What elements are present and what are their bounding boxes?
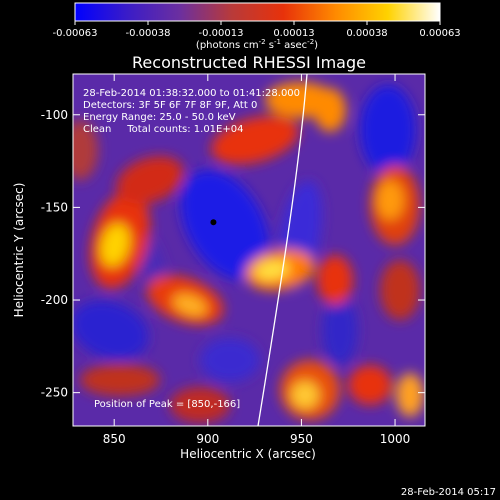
colorbar-gradient [74,2,441,22]
peak-position-label: Position of Peak = [850,-166] [94,399,240,410]
x-tick-label: 950 [290,432,313,446]
heatmap-blob [317,255,353,305]
plot-frame [72,73,426,427]
y-axis: -250 -200 -150 -100 [41,108,425,400]
heatmap-image [73,82,424,423]
x-tick-label: 900 [196,432,219,446]
colorbar-tick-label: -0.00038 [126,28,171,39]
y-tick-label: -200 [41,293,68,307]
heatmap-blob [180,169,270,281]
heatmap-blob [80,364,160,396]
heatmap-blob [314,88,346,132]
annotation-detectors: Detectors: 3F 5F 6F 7F 8F 9F, Att 0 [83,100,257,111]
heatmap-blob [396,373,424,417]
heatmap-blob [376,180,404,220]
heatmap-blob [380,260,420,320]
annotation-time: 28-Feb-2014 01:38:32.000 to 01:41:28.000 [83,88,300,99]
heatmap-blob [172,293,208,317]
y-tick-label: -150 [41,200,68,214]
heatmap-blob [73,300,149,360]
footer-timestamp: 28-Feb-2014 05:17 [401,487,496,498]
x-tick-label: 850 [103,432,126,446]
colorbar-tick-label: 0.00063 [419,28,460,39]
annotation-counts: Clean Total counts: 1.01E+04 [83,124,243,135]
heatmap-blob [100,223,130,267]
colorbar-tick-label: 0.00013 [273,28,314,39]
heatmap-blob [254,259,290,281]
annotation-energy: Energy Range: 25.0 - 50.0 keV [83,112,236,123]
solar-limb [257,74,308,426]
heatmap-blob [170,387,230,423]
colorbar: -0.00063 -0.00038 -0.00013 0.00013 0.00038 0.… [53,2,461,51]
heatmap-blob [116,156,184,204]
y-tick-label: -250 [41,386,68,400]
heatmap-blob [360,85,416,175]
heatmap-blob [200,338,260,382]
x-axis: 850 900 950 1000 [103,74,411,446]
peak-marker [210,219,217,226]
heatmap-blob [211,115,299,165]
colorbar-ticks: -0.00063 -0.00038 -0.00013 0.00013 0.00038 0.… [53,21,461,39]
y-tick-label: -100 [41,108,68,122]
heatmap-blob [291,381,319,409]
x-tick-label: 1000 [380,432,411,446]
heatmap-blob [322,295,358,365]
plot-area: 850 900 950 1000 -250 -200 -150 -100 28-Feb-20… [41,73,426,446]
heatmap-blob [73,120,98,180]
colorbar-tick-label: 0.00038 [346,28,387,39]
heatmap-blob [348,365,392,405]
colorbar-tick-label: -0.00013 [199,28,244,39]
colorbar-tick-label: -0.00063 [53,28,98,39]
chart-title: Reconstructed RHESSI Image [132,53,366,72]
colorbar-unit-label: (photons cm-2 s-1 asec-2) [196,38,318,51]
x-axis-label: Heliocentric X (arcsec) [180,447,316,461]
y-axis-label: Heliocentric Y (arcsec) [12,183,26,318]
